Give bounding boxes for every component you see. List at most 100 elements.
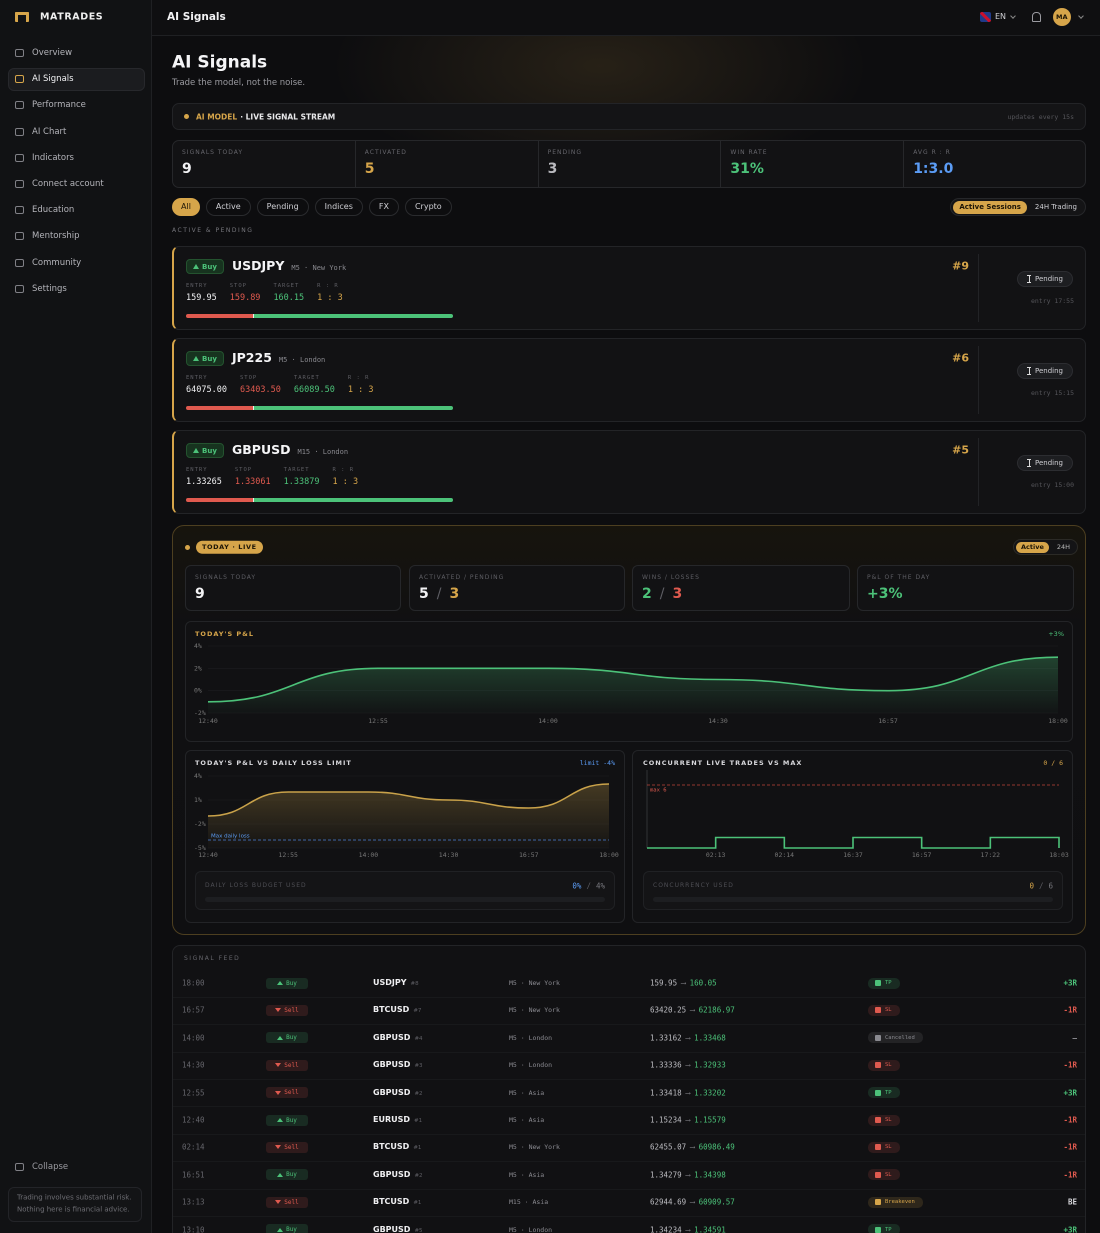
card-divider [978,254,979,322]
stat-value: 5 [364,161,375,177]
filter-chip[interactable]: Indices [314,198,363,216]
language[interactable]: EN [995,12,1007,21]
feed-market: M5 · Asia [509,1170,545,1179]
signal-head: GBPUSD M15 · London [232,443,348,457]
signal-id: #1 [413,1199,422,1206]
separator: / [436,586,442,602]
level-label: R : R [347,375,370,381]
filters: All Active Pending Indices FX Crypto [172,198,452,216]
nav-item[interactable]: Community [32,257,82,268]
feed-symbol: GBPUSD #2 [373,1169,423,1180]
nav-item[interactable]: Mentorship [32,231,80,242]
symbol: BTCUSD [373,1196,410,1206]
live-stat [409,565,625,611]
side-badge: Buy [266,1169,308,1181]
feed-market: M5 · London [509,1033,553,1042]
from-price: 1.15234 [650,1115,682,1125]
to-price: 1.33468 [694,1033,726,1043]
nav-item[interactable]: Connect account [32,178,104,189]
level-value: 66089.50 [293,385,335,395]
status-icon [875,1007,881,1014]
row-divider [173,1024,1085,1026]
up-arrow [193,448,200,453]
status: Breakeven [885,1199,915,1206]
level-value: 159.89 [229,293,261,303]
separator: / [659,586,665,602]
nav-icon [15,49,24,57]
status-badge: Pending [1017,455,1073,471]
collapse-icon [15,1163,24,1171]
side-badge: Buy [266,1032,308,1044]
feed-market: M5 · New York [509,1143,560,1152]
signal-id: #8 [410,980,419,987]
down-arrow [275,1200,282,1205]
feed-symbol: EURUSD #1 [373,1115,422,1125]
stat-label: ACTIVATED [364,149,407,156]
status-icon [875,1199,881,1206]
separator: / [586,881,591,891]
side: Sell [284,1089,299,1097]
nav-item[interactable]: Indicators [32,152,74,163]
side-badge: Buy [186,351,224,366]
topbar-title: AI Signals [167,10,226,23]
feed-prices: 63420.25 ⟶ 62186.97 [650,1007,735,1015]
nav-icon [15,180,24,188]
filter-chip[interactable]: Crypto [404,198,452,216]
disclaimer: Nothing here is financial advice. [17,1205,130,1214]
status: SL [885,1144,892,1151]
value: 5 [419,586,429,602]
row-divider [173,1161,1085,1163]
status-icon [875,1171,881,1178]
symbol: GBPUSD [373,1169,411,1179]
session-chip[interactable]: Active Sessions [953,200,1027,214]
status-badge: SL [868,1059,900,1071]
arrow: ⟶ [681,978,686,988]
live-stat [632,565,850,611]
nav-item[interactable]: AI Chart [32,126,67,137]
arrow: ⟶ [685,1060,691,1070]
feed-result: -1R [1063,1115,1077,1125]
nav-icon [15,101,24,110]
status-badge: TP [868,1224,900,1233]
meter-label: CONCURRENCY USED [653,882,734,889]
feed-time: 02:14 [182,1142,205,1152]
nav-item[interactable]: AI Signals [32,73,74,84]
symbol: USDJPY [373,977,407,987]
live-toggle-chip[interactable]: Active [1016,541,1049,553]
collapse[interactable]: Collapse [32,1161,69,1172]
symbol: BTCUSD [373,1005,410,1015]
stat-label: AVG R : R [913,149,951,156]
side: Buy [286,1171,297,1179]
level-value: 1 : 3 [332,477,359,487]
filter-chip[interactable]: Active [205,198,251,216]
up-arrow [277,981,284,985]
filter-chip[interactable]: Pending [256,198,309,216]
feed-time: 14:00 [182,1033,205,1043]
hourglass [1027,459,1031,467]
status-badge: TP [868,1087,900,1099]
filter-chip[interactable]: All [172,198,200,216]
signal-id: #1 [413,1145,422,1152]
signal-levels: ENTRY 64075.00 STOP 63403.50 TARGET 66089.50 R… [186,375,373,395]
feed-time: 12:55 [182,1087,205,1097]
avatar[interactable] [1053,8,1071,26]
live-toggle-chip[interactable]: 24H [1056,542,1071,551]
feed-prices: 1.33418 ⟶ 1.33202 [650,1089,726,1097]
reward-bar [253,314,453,318]
level-label: ENTRY [186,283,208,289]
session-chip[interactable]: 24H Trading [1034,202,1077,211]
meter-used: 0% [572,881,582,891]
nav-item[interactable]: Education [32,204,75,215]
level: ENTRY 1.33265 [186,467,222,487]
nav-item[interactable]: Performance [32,100,86,111]
nav-item[interactable]: Settings [32,283,67,294]
meter-max: 6 [1048,881,1053,891]
filter-chip[interactable]: FX [368,198,399,216]
signal-levels: ENTRY 159.95 STOP 159.89 TARGET 160.15 R : R 1 … [186,283,343,303]
chart-badge: limit -4% [579,758,615,767]
hourglass [1027,367,1031,375]
nav-item[interactable]: Overview [32,47,73,58]
signal-id: #7 [413,1008,422,1015]
bell[interactable] [1032,12,1041,22]
meter-value: 0% / 4% [572,882,605,890]
